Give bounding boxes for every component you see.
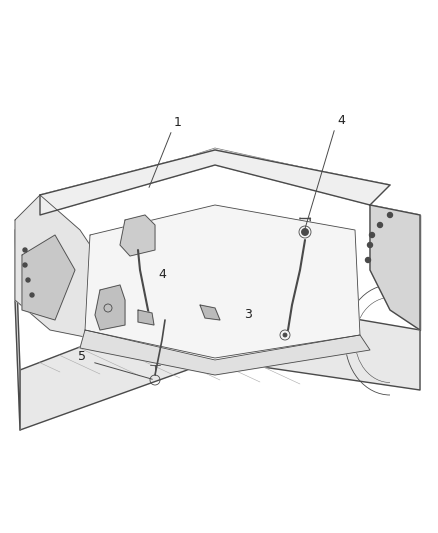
Polygon shape xyxy=(370,205,420,330)
Circle shape xyxy=(370,232,374,238)
Polygon shape xyxy=(40,150,390,215)
Circle shape xyxy=(30,293,34,297)
Circle shape xyxy=(23,248,27,252)
Text: 1: 1 xyxy=(174,116,182,128)
Circle shape xyxy=(283,333,287,337)
Text: 4: 4 xyxy=(158,269,166,281)
Polygon shape xyxy=(20,295,420,430)
Circle shape xyxy=(378,222,382,228)
Circle shape xyxy=(23,263,27,267)
Text: 4: 4 xyxy=(337,114,345,126)
Polygon shape xyxy=(85,205,360,360)
Circle shape xyxy=(26,278,30,282)
Text: 3: 3 xyxy=(244,309,252,321)
Polygon shape xyxy=(138,310,154,325)
Polygon shape xyxy=(200,305,220,320)
Polygon shape xyxy=(15,230,20,430)
Polygon shape xyxy=(80,330,370,375)
Circle shape xyxy=(365,257,371,262)
Polygon shape xyxy=(120,215,155,256)
Polygon shape xyxy=(95,285,125,330)
Text: 5: 5 xyxy=(78,350,86,362)
Circle shape xyxy=(367,243,372,247)
Circle shape xyxy=(301,229,308,236)
Polygon shape xyxy=(22,235,75,320)
Circle shape xyxy=(388,213,392,217)
Polygon shape xyxy=(15,195,120,340)
